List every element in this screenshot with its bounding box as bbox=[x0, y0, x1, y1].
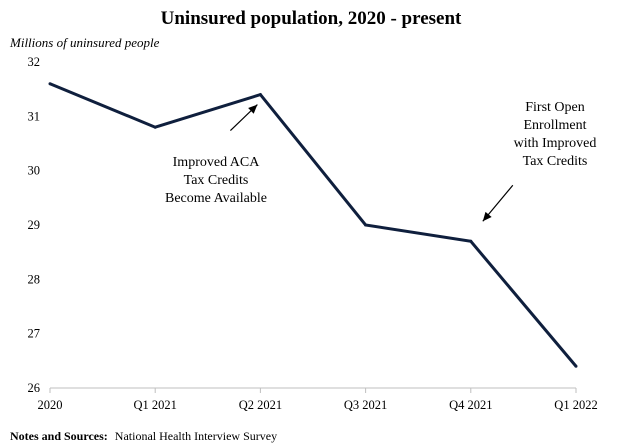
annotation-arrow-1-head bbox=[248, 104, 258, 114]
annotation-1-line: Tax Credits bbox=[184, 173, 249, 188]
annotation-1-line: Become Available bbox=[165, 191, 267, 206]
footer-text: National Health Interview Survey bbox=[115, 429, 277, 443]
y-tick-label: 32 bbox=[28, 55, 41, 69]
x-tick-label: Q4 2021 bbox=[449, 398, 492, 412]
y-axis-label: Millions of uninsured people bbox=[9, 35, 160, 50]
y-tick-label: 27 bbox=[28, 327, 41, 341]
annotation-2-line: Enrollment bbox=[524, 118, 587, 133]
data-point bbox=[364, 223, 368, 227]
y-tick-label: 30 bbox=[28, 164, 41, 178]
data-point bbox=[574, 364, 578, 368]
y-tick-label: 31 bbox=[28, 109, 41, 123]
data-points bbox=[48, 82, 578, 368]
data-point bbox=[258, 93, 262, 97]
x-tick-labels: 2020 Q1 2021 Q2 2021 Q3 2021 Q4 2021 Q1 2022 bbox=[38, 398, 598, 412]
annotation-2-line: Tax Credits bbox=[523, 154, 588, 169]
data-point bbox=[48, 82, 52, 86]
data-point bbox=[469, 239, 473, 243]
chart-title: Uninsured population, 2020 - present bbox=[161, 8, 462, 29]
footer-note: Notes and Sources: National Health Inter… bbox=[10, 429, 277, 443]
y-tick-label: 29 bbox=[28, 218, 41, 232]
y-tick-label: 26 bbox=[28, 381, 41, 395]
x-tick-label: Q1 2022 bbox=[554, 398, 597, 412]
x-tick-label: 2020 bbox=[38, 398, 63, 412]
annotation-2-line: with Improved bbox=[514, 136, 597, 151]
x-tick-label: Q2 2021 bbox=[239, 398, 282, 412]
annotation-2-line: First Open bbox=[525, 100, 585, 115]
x-tick-marks bbox=[49, 388, 577, 393]
annotation-arrow-2-head bbox=[482, 211, 492, 222]
series-line bbox=[49, 82, 578, 368]
x-tick-label: Q3 2021 bbox=[344, 398, 387, 412]
data-point bbox=[153, 125, 157, 129]
annotations: Improved ACA Tax Credits Become Available F… bbox=[165, 100, 597, 222]
y-tick-labels: 26 27 28 29 30 31 32 bbox=[28, 55, 41, 395]
annotation-1-line: Improved ACA bbox=[173, 155, 261, 170]
y-tick-label: 28 bbox=[28, 272, 41, 286]
footer-label: Notes and Sources: bbox=[10, 429, 108, 443]
x-tick-label: Q1 2021 bbox=[133, 398, 176, 412]
